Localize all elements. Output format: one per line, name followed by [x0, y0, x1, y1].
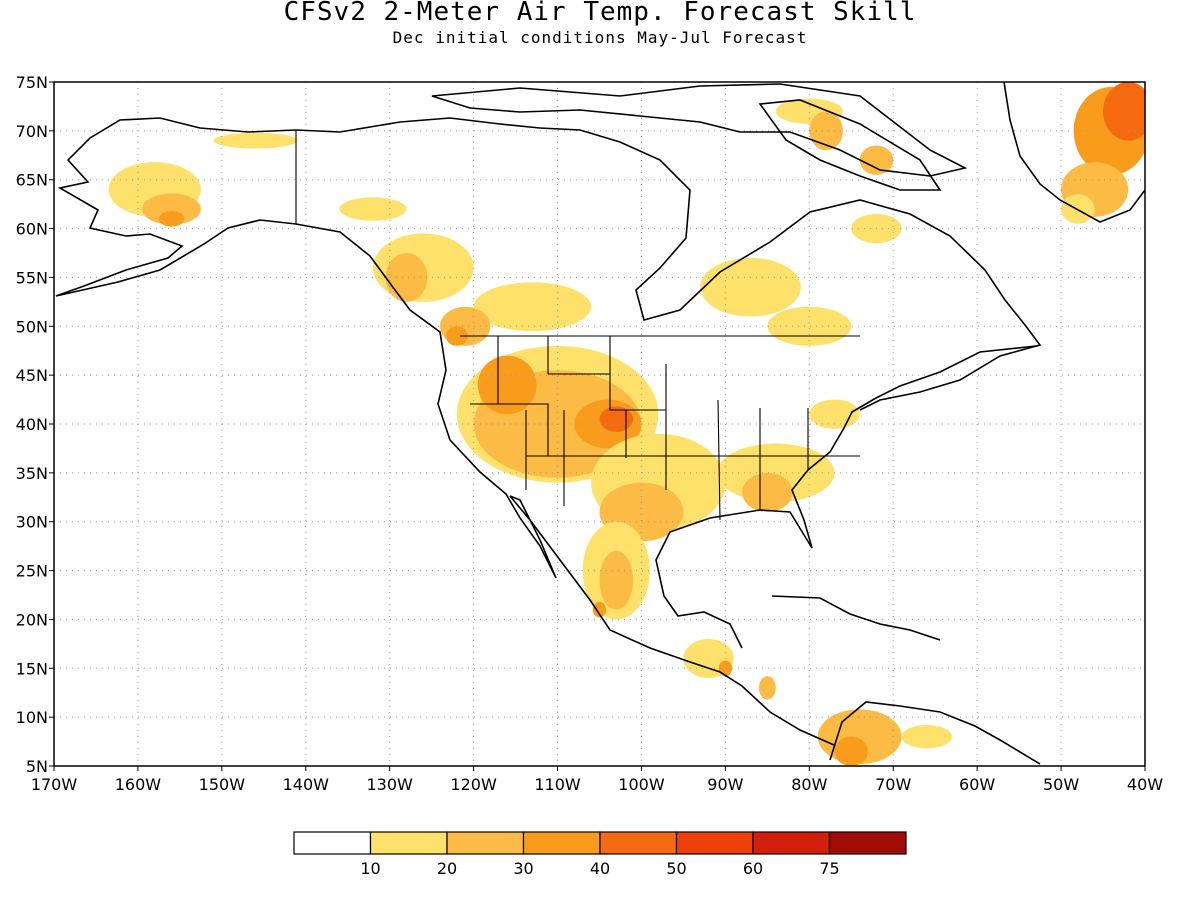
lon-tick-label: 50W — [1043, 775, 1079, 794]
skill-patch-9 — [445, 326, 468, 346]
lon-tick-label: 70W — [875, 775, 911, 794]
colorbar-tick-label: 30 — [513, 859, 533, 878]
lat-tick-label: 50N — [16, 317, 48, 336]
skill-patch-31 — [758, 676, 776, 700]
lon-tick-label: 80W — [791, 775, 827, 794]
coast-greenland — [1003, 82, 1145, 223]
lat-tick-label: 30N — [16, 513, 48, 532]
colorbar-bin — [599, 831, 678, 855]
map-subtitle: Dec initial conditions May-Jul Forecast — [392, 28, 808, 47]
lat-tick-label: 55N — [16, 268, 48, 287]
coast-south-america — [829, 701, 1041, 765]
colorbar: 10 20 30 40 50 60 75 — [293, 831, 907, 878]
longitude-tick-labels: 170W 160W 150W 140W 130W 120W 110W 100W 90W 80W 70… — [31, 766, 1163, 794]
skill-patch-26 — [809, 111, 843, 151]
lon-tick-label: 60W — [959, 775, 995, 794]
lat-tick-label: 65N — [16, 171, 48, 190]
colorbar-tick-label: 40 — [590, 859, 610, 878]
colorbar-bin — [369, 831, 448, 855]
skill-patch-12 — [477, 355, 537, 415]
skill-patch-27 — [859, 145, 894, 175]
lon-tick-label: 150W — [199, 775, 246, 794]
skill-patch-7 — [473, 282, 592, 332]
colorbar-tick-label: 75 — [819, 859, 839, 878]
skill-patch-1 — [142, 193, 201, 225]
colorbar-bin — [293, 831, 372, 855]
skill-patch-18 — [599, 551, 634, 610]
colorbar-bin — [828, 831, 907, 855]
lon-tick-label: 120W — [450, 775, 497, 794]
colorbar-bin — [522, 831, 601, 855]
lon-tick-label: 40W — [1127, 775, 1163, 794]
skill-patch-30 — [718, 660, 733, 677]
us-state-borders — [295, 130, 860, 521]
lat-tick-label: 35N — [16, 464, 48, 483]
lat-tick-label: 45N — [16, 366, 48, 385]
lon-tick-label: 110W — [534, 775, 581, 794]
skill-patch-21 — [742, 472, 793, 512]
latitude-tick-labels: 75N 70N 65N 60N 55N 50N 45N 40N 35N 30N 25N 20N 15N 1… — [16, 73, 54, 776]
skill-patch-3 — [213, 132, 298, 149]
skill-patch-33 — [834, 736, 869, 766]
skill-patch-14 — [599, 406, 634, 432]
colorbar-bin — [446, 831, 525, 855]
skill-patch-19 — [592, 601, 607, 618]
lat-tick-label: 20N — [16, 610, 48, 629]
lon-tick-label: 130W — [367, 775, 414, 794]
lon-tick-label: 100W — [618, 775, 665, 794]
skill-patch-2 — [158, 210, 185, 227]
colorbar-tick-label: 60 — [743, 859, 763, 878]
colorbar-tick-label: 10 — [360, 859, 380, 878]
skill-patch-23 — [767, 306, 852, 346]
lat-tick-label: 10N — [16, 708, 48, 727]
skill-patch-6 — [385, 252, 428, 302]
coast-caribbean — [771, 595, 941, 641]
skill-shading-layer — [108, 82, 1145, 766]
coast-alaska — [55, 117, 297, 297]
lon-tick-label: 140W — [283, 775, 330, 794]
skill-patch-34 — [901, 724, 952, 749]
lat-tick-label: 60N — [16, 220, 48, 239]
lon-tick-label: 170W — [31, 775, 78, 794]
colorbar-tick-label: 50 — [666, 859, 686, 878]
skill-patch-36 — [1103, 82, 1145, 141]
lat-tick-label: 15N — [16, 659, 48, 678]
lon-tick-label: 90W — [707, 775, 743, 794]
coast-gulf-east — [655, 345, 1037, 649]
lat-tick-label: 5N — [26, 757, 48, 776]
coastlines-layer — [55, 82, 1145, 765]
coast-baffin — [758, 99, 942, 191]
coast-west-us — [295, 223, 835, 746]
gridlines — [54, 82, 1145, 766]
map-title: CFSv2 2-Meter Air Temp. Forecast Skill — [283, 0, 917, 27]
coast-arctic-islands — [431, 83, 968, 177]
lat-tick-label: 75N — [16, 73, 48, 92]
colorbar-bin — [675, 831, 754, 855]
lat-tick-label: 25N — [16, 562, 48, 581]
skill-patch-24 — [700, 257, 801, 317]
lat-tick-label: 70N — [16, 122, 48, 141]
colorbar-tick-label: 20 — [437, 859, 457, 878]
skill-patch-4 — [339, 197, 407, 221]
lon-tick-label: 160W — [115, 775, 162, 794]
lat-tick-label: 40N — [16, 415, 48, 434]
colorbar-bin — [752, 831, 831, 855]
